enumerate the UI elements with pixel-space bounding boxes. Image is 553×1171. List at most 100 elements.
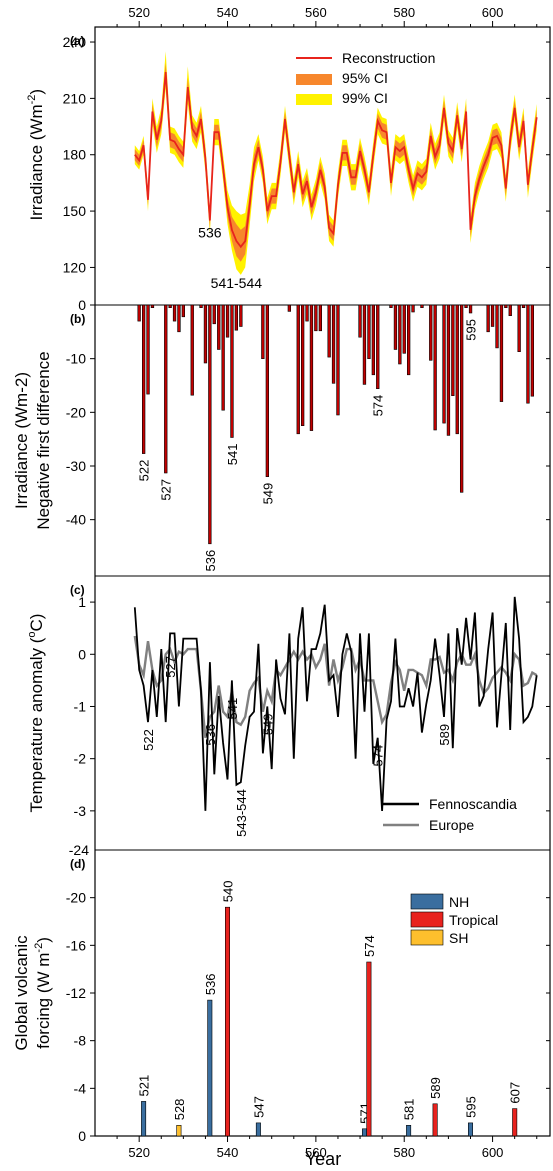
- bar: [398, 304, 402, 365]
- x-tick-label-bottom: 580: [393, 1145, 415, 1160]
- bar: [137, 304, 141, 322]
- bar: [530, 304, 535, 397]
- bar: [142, 304, 146, 454]
- x-tick-label-bottom: 600: [482, 1145, 504, 1160]
- bar: [221, 304, 225, 411]
- line-label: 589: [437, 724, 452, 746]
- bar: [459, 304, 464, 493]
- bar: [371, 304, 376, 376]
- y-axis-label-end: ): [27, 89, 46, 95]
- series-line: [133, 596, 538, 811]
- y-tick-label: 240: [63, 34, 87, 50]
- bar: [512, 1108, 518, 1137]
- bar: [362, 304, 367, 385]
- bar: [203, 304, 208, 364]
- panel-letter: (a): [70, 34, 85, 48]
- ci95-band: [134, 62, 537, 262]
- bar: [429, 304, 433, 361]
- bar: [309, 304, 314, 431]
- bar: [255, 1122, 261, 1137]
- bar: [389, 304, 393, 309]
- y-axis-label: Temperature anomaly (oC): [26, 614, 46, 813]
- legend-swatch-ci99: [296, 94, 332, 105]
- legend-label: SH: [449, 930, 468, 946]
- legend-label: Fennoscandia: [429, 796, 517, 812]
- x-tick-label-bottom: 560: [305, 1145, 327, 1160]
- bar: [433, 304, 437, 431]
- y-tick-label: -16: [66, 937, 86, 953]
- bar: [239, 304, 243, 327]
- legend-label: 95% CI: [342, 70, 388, 86]
- bar: [265, 304, 270, 477]
- bar: [225, 304, 230, 338]
- panel-letter: (c): [70, 583, 85, 597]
- line-label: 574: [371, 745, 386, 767]
- ci99-band: [134, 51, 537, 275]
- bar: [225, 906, 231, 1137]
- legend-label: Europe: [429, 817, 474, 833]
- bar-label: 589: [428, 1077, 443, 1099]
- x-tick-label-top: 560: [305, 5, 327, 20]
- panel-a: (a) 120 150 180 210 240 Irradiance (Wm-2) Recon…: [26, 34, 550, 291]
- bar: [508, 304, 512, 316]
- bar: [296, 304, 300, 435]
- y-axis-label: Irradiance (Wm-2): [26, 89, 46, 221]
- bar-label: 607: [508, 1082, 523, 1104]
- reconstruction-line: [134, 72, 538, 249]
- y-tick-label: -20: [66, 404, 86, 420]
- y-axis-label-sup: -2: [26, 95, 38, 105]
- bar: [442, 304, 446, 424]
- bar: [208, 304, 212, 545]
- bar-label: 574: [371, 395, 386, 417]
- y-tick-label-shared: -24: [69, 842, 89, 858]
- bar: [168, 304, 172, 309]
- bar: [521, 304, 526, 309]
- y-axis-label-line2-main: forcing (W m: [34, 953, 53, 1049]
- legend-label: NH: [449, 894, 469, 910]
- y-tick-label: 0: [78, 646, 86, 662]
- y-axis-label-deg: o: [26, 632, 38, 638]
- legend: NH Tropical SH: [410, 893, 498, 946]
- bar: [212, 304, 216, 325]
- line-label: 543-544: [234, 789, 249, 837]
- panel-b: (b)0 -10 -20 -30 -40 522 527 536 541 549 574 595 Irr…: [12, 297, 550, 572]
- x-tick-label-bottom: 520: [128, 1145, 150, 1160]
- legend-swatch: [410, 911, 444, 928]
- bar-label: 549: [260, 483, 275, 505]
- y-tick-label: 210: [63, 90, 87, 106]
- bar: [376, 304, 380, 389]
- y-axis-label-line2-end: ): [34, 937, 53, 943]
- y-tick-label: 180: [63, 147, 87, 163]
- bar: [495, 304, 499, 349]
- legend-label: 99% CI: [342, 90, 388, 106]
- panel-c: (c)1 0 -1 -2 -3 -24 522 527 536 541 543-544 549 574 5…: [26, 583, 550, 858]
- x-axis-label: Year: [305, 1149, 341, 1169]
- bar: [300, 304, 305, 426]
- bar: [318, 304, 323, 332]
- y-axis-label-line2-sup: -2: [33, 943, 45, 953]
- bar-label: 595: [463, 1096, 478, 1118]
- figure-frame: 520 520 540 540 560 560 580 580 600 600: [94, 5, 551, 1160]
- line-label: 541: [225, 698, 240, 720]
- bar: [141, 1101, 147, 1137]
- bar: [451, 304, 455, 396]
- bar-label: 528: [172, 1099, 187, 1121]
- y-tick-label: -40: [66, 512, 86, 528]
- y-tick-label: 120: [63, 259, 87, 275]
- bar: [305, 304, 309, 322]
- bar: [336, 304, 340, 416]
- bar: [261, 304, 265, 360]
- bar: [327, 304, 331, 358]
- bar: [207, 999, 213, 1137]
- y-axis-label: Global volcanic: [12, 935, 31, 1051]
- bar: [464, 304, 468, 309]
- bar: [314, 304, 318, 332]
- bar-label: 547: [251, 1096, 266, 1118]
- bar: [361, 1128, 367, 1137]
- y-axis-label-line2: Negative first difference: [34, 351, 53, 529]
- bar: [367, 304, 371, 360]
- bar: [172, 304, 177, 322]
- x-tick-label-bottom: 540: [217, 1145, 239, 1160]
- annotation: 541-544: [211, 275, 263, 291]
